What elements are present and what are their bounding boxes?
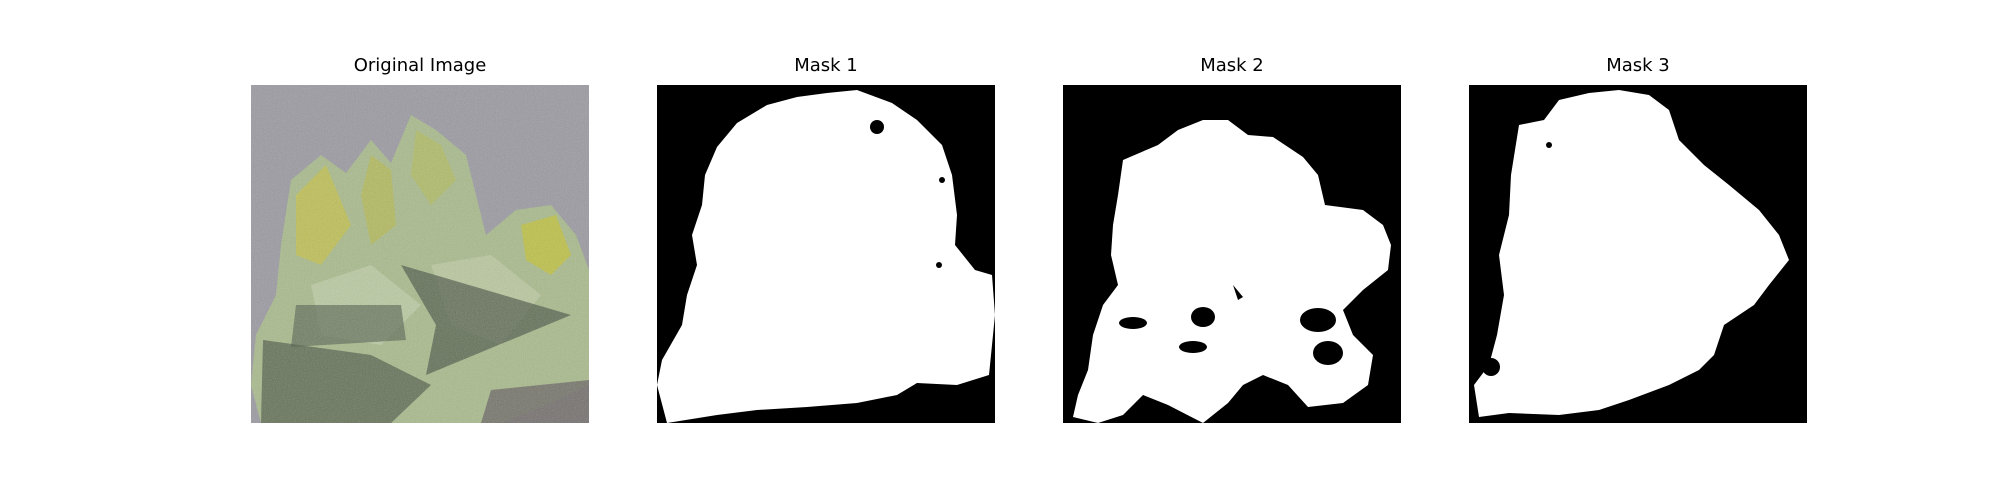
mask-1-panel: Mask 1 xyxy=(657,55,995,425)
mask-1-image xyxy=(657,85,995,423)
panel-title: Mask 2 xyxy=(1200,55,1264,76)
panel-title: Mask 3 xyxy=(1606,55,1670,76)
mask-3-panel: Mask 3 xyxy=(1469,55,1807,425)
panel-title: Original Image xyxy=(353,55,487,76)
mask-hole xyxy=(1233,285,1243,300)
mask-region xyxy=(657,90,995,423)
mask-hole xyxy=(870,120,884,134)
mask-hole xyxy=(936,262,942,268)
original-image xyxy=(251,85,589,423)
mask-hole xyxy=(1300,308,1336,332)
mask-hole xyxy=(1119,317,1147,329)
original-image-panel: Original Image xyxy=(251,55,589,425)
mask-hole xyxy=(939,177,945,183)
mask-hole xyxy=(1313,341,1343,365)
mask-2-image xyxy=(1063,85,1401,423)
mask-3-image xyxy=(1469,85,1807,423)
mask-hole xyxy=(1482,358,1500,376)
mask-region xyxy=(1474,90,1789,417)
noise-overlay xyxy=(251,85,589,423)
mask-2-panel: Mask 2 xyxy=(1063,55,1401,425)
mask-hole xyxy=(1191,307,1215,327)
mask-hole xyxy=(1179,341,1207,353)
mask-region xyxy=(1073,120,1391,423)
mask-hole xyxy=(1546,142,1552,148)
panel-title: Mask 1 xyxy=(794,55,858,76)
